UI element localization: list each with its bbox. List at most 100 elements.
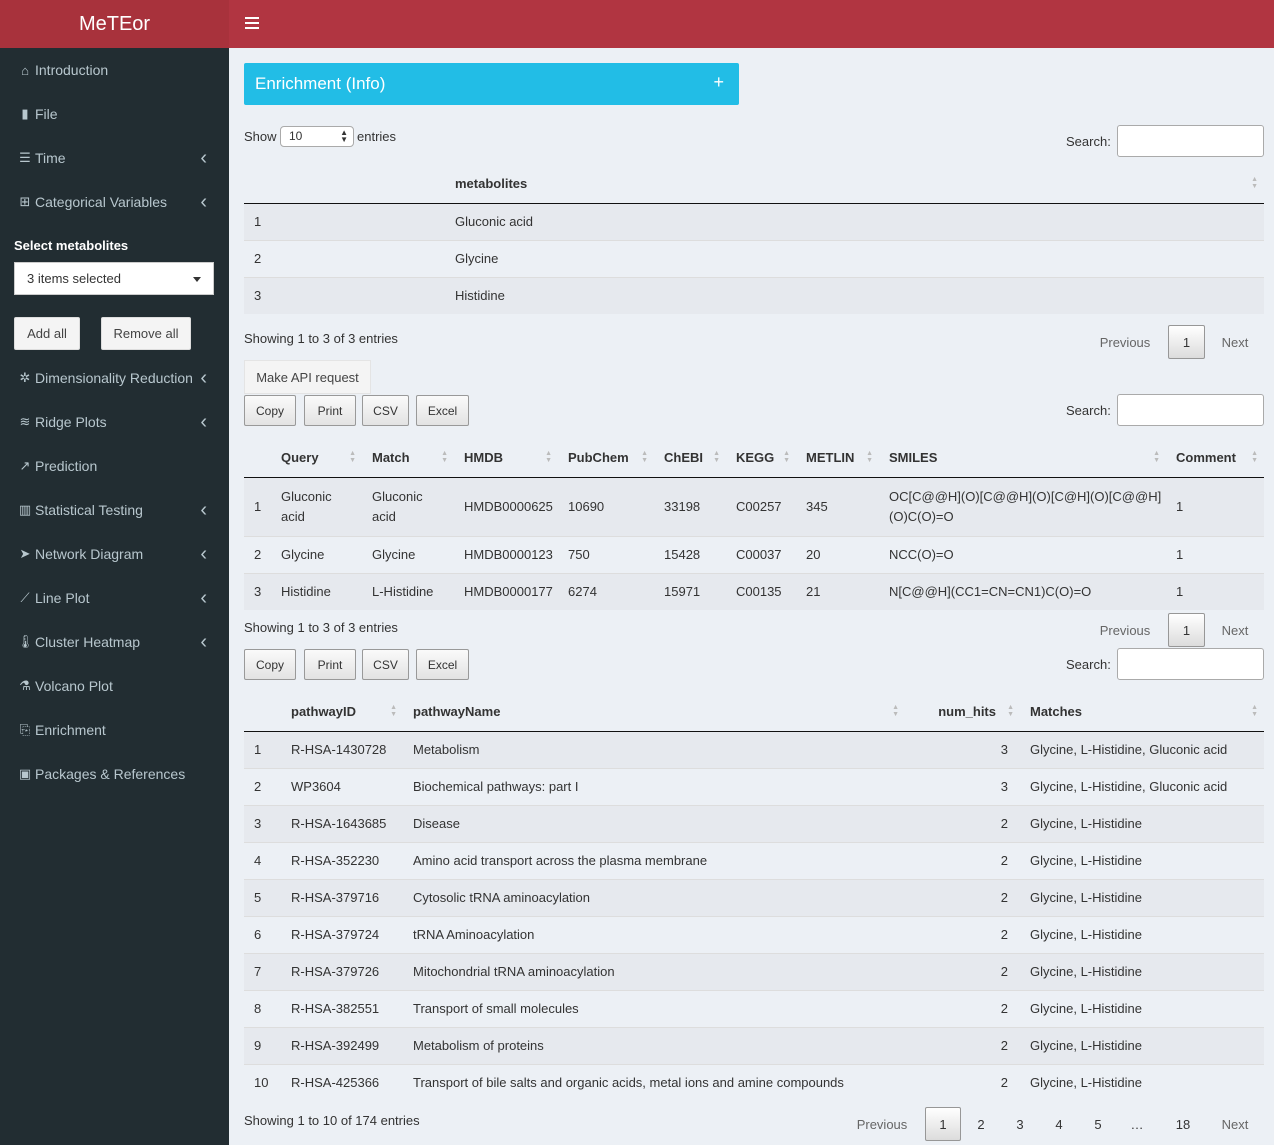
table3-page-1[interactable]: 1 <box>925 1107 961 1141</box>
table-row[interactable]: 9 R-HSA-392499 Metabolism of proteins 2 Glyc… <box>244 1026 1264 1064</box>
table2-csv-button[interactable]: CSV <box>362 395 409 426</box>
entries-length-select[interactable]: 10 ▲ ▼ <box>280 126 354 147</box>
table2-excel-button[interactable]: Excel <box>416 395 469 426</box>
table-row[interactable]: 2 WP3604 Biochemical pathways: part I 3 Glyc… <box>244 767 1264 805</box>
table2-next-button[interactable]: Next <box>1221 622 1249 638</box>
table3-header-num-hits[interactable]: num_hits ▲ ▼ <box>905 692 1020 732</box>
hamburger-menu-icon[interactable] <box>245 17 259 29</box>
table2-print-button[interactable]: Print <box>304 395 356 426</box>
pathway-name-cell: Metabolism of proteins <box>403 1026 905 1064</box>
header-label: HMDB <box>464 449 503 465</box>
table-row[interactable]: 3 Histidine L-Histidine HMDB0000177 6274 1597… <box>244 572 1264 610</box>
table3-page-18[interactable]: 18 <box>1175 1116 1191 1132</box>
sidebar-item-volcano-plot[interactable]: ⚗ Volcano Plot <box>0 664 229 708</box>
pathway-name-cell: tRNA Aminoacylation <box>403 915 905 953</box>
table-row[interactable]: 4 R-HSA-352230 Amino acid transport across… <box>244 841 1264 879</box>
remove-all-button[interactable]: Remove all <box>101 317 191 350</box>
table3-page-4[interactable]: 4 <box>1055 1116 1063 1132</box>
table3-header-pathwayname[interactable]: pathwayName ▲ ▼ <box>403 692 905 732</box>
sidebar-item-enrichment[interactable]: ⎘ Enrichment <box>0 708 229 752</box>
table1-previous-button[interactable]: Previous <box>1099 334 1151 350</box>
table2-header-metlin[interactable]: METLIN ▲ ▼ <box>796 438 879 478</box>
table-row[interactable]: 8 R-HSA-382551 Transport of small molecule… <box>244 989 1264 1027</box>
app-brand[interactable]: MeTEor <box>0 0 229 48</box>
table2-header-match[interactable]: Match ▲ ▼ <box>362 438 454 478</box>
add-all-button[interactable]: Add all <box>14 317 80 350</box>
table1-page-1[interactable]: 1 <box>1168 325 1205 359</box>
table3-header-matches[interactable]: Matches ▲ ▼ <box>1020 692 1264 732</box>
sidebar-item-line-plot[interactable]: ⟋ Line Plot ‹ <box>0 576 229 620</box>
table3-excel-button[interactable]: Excel <box>416 649 469 680</box>
sidebar-item-file[interactable]: ▮ File <box>0 92 229 136</box>
sidebar-item-label: Statistical Testing <box>35 502 143 518</box>
table3-info: Showing 1 to 10 of 174 entries <box>244 1113 420 1128</box>
table-row[interactable]: 3 R-HSA-1643685 Disease 2 Glycine, L-Histidi… <box>244 804 1264 842</box>
sidebar-item-packages-references[interactable]: ▣ Packages & References <box>0 752 229 796</box>
table2-search-input[interactable] <box>1117 394 1264 426</box>
header-label: METLIN <box>806 449 855 465</box>
sidebar-item-statistical-testing[interactable]: ▥ Statistical Testing ‹ <box>0 488 229 532</box>
table-row[interactable]: 2 Glycine Glycine HMDB0000123 750 15428 C00037… <box>244 535 1264 573</box>
table1-header-metabolites[interactable]: metabolites ▲ ▼ <box>455 164 1264 204</box>
sidebar-item-time[interactable]: ☰ Time ‹ <box>0 136 229 180</box>
table-row[interactable]: 1 Gluconic acid Gluconic acid HMDB0000625 1069… <box>244 476 1264 536</box>
pathway-name-cell: Mitochondrial tRNA aminoacylation <box>403 952 905 990</box>
sidebar-item-network-diagram[interactable]: ➤ Network Diagram ‹ <box>0 532 229 576</box>
table2-header-kegg[interactable]: KEGG ▲ ▼ <box>726 438 796 478</box>
table3-search-input[interactable] <box>1117 648 1264 680</box>
table3-copy-button[interactable]: Copy <box>244 649 296 680</box>
sidebar-item-ridge-plots[interactable]: ≋ Ridge Plots ‹ <box>0 400 229 444</box>
table3-page-5[interactable]: 5 <box>1094 1116 1102 1132</box>
table-row[interactable]: 5 R-HSA-379716 Cytosolic tRNA aminoacylati… <box>244 878 1264 916</box>
expand-plus-icon[interactable]: + <box>713 72 724 92</box>
pathway-name-cell: Transport of bile salts and organic acid… <box>403 1063 905 1101</box>
comment-cell: 1 <box>1166 572 1264 610</box>
select-metabolites-label: Select metabolites <box>14 238 129 253</box>
matches-cell: Glycine, L-Histidine <box>1020 952 1264 990</box>
table2-copy-button[interactable]: Copy <box>244 395 296 426</box>
pathway-id-cell: R-HSA-379724 <box>281 915 403 953</box>
metlin-cell: 21 <box>796 572 879 610</box>
table1-next-button[interactable]: Next <box>1221 334 1249 350</box>
table2-header-smiles[interactable]: SMILES ▲ ▼ <box>879 438 1166 478</box>
query-cell-line: Histidine <box>281 583 331 599</box>
table1-search-input[interactable] <box>1117 125 1264 157</box>
sidebar-item-categorical-variables[interactable]: ⊞ Categorical Variables ‹ <box>0 180 229 224</box>
table-row[interactable]: 7 R-HSA-379726 Mitochondrial tRNA aminoacy… <box>244 952 1264 990</box>
enrichment-info-box[interactable]: Enrichment (Info) + <box>244 63 739 105</box>
table2-header-comment[interactable]: Comment ▲ ▼ <box>1166 438 1264 478</box>
sidebar-item-introduction[interactable]: ⌂ Introduction <box>0 48 229 92</box>
table2-previous-button[interactable]: Previous <box>1099 622 1151 638</box>
table3-print-button[interactable]: Print <box>304 649 356 680</box>
table3-previous-button[interactable]: Previous <box>856 1116 908 1132</box>
header-label: PubChem <box>568 449 629 465</box>
make-api-request-button[interactable]: Make API request <box>244 360 371 394</box>
table-row[interactable]: 10 R-HSA-425366 Transport of bile salts an… <box>244 1063 1264 1101</box>
select-metabolites-dropdown[interactable]: 3 items selected <box>14 262 214 295</box>
table3-header-pathwayid[interactable]: pathwayID ▲ ▼ <box>281 692 403 732</box>
table3-page-2[interactable]: 2 <box>977 1116 985 1132</box>
table-row[interactable]: 3 Histidine <box>244 276 1264 314</box>
table-row[interactable]: 1 R-HSA-1430728 Metabolism 3 Glycine, L-Hist… <box>244 730 1264 768</box>
smiles-cell-line: (O)C(O)=O <box>889 508 954 524</box>
sidebar-item-label: Introduction <box>35 62 109 78</box>
sidebar-item-dimensionality-reduction[interactable]: ✲ Dimensionality Reduction ‹ <box>0 356 229 400</box>
table2-header-chebi[interactable]: ChEBI ▲ ▼ <box>654 438 726 478</box>
table-row[interactable]: 1 Gluconic acid <box>244 202 1264 240</box>
match-cell: L-Histidine <box>362 572 454 610</box>
sidebar-item-prediction[interactable]: ↗ Prediction <box>0 444 229 488</box>
chevron-left-icon: ‹ <box>200 542 207 565</box>
table3-page-3[interactable]: 3 <box>1016 1116 1024 1132</box>
num-hits-cell: 2 <box>905 841 1020 879</box>
table3-next-button[interactable]: Next <box>1221 1116 1249 1132</box>
table2-header-query[interactable]: Query ▲ ▼ <box>271 438 362 478</box>
table2-header-pubchem[interactable]: PubChem ▲ ▼ <box>558 438 654 478</box>
table-row[interactable]: 2 Glycine <box>244 239 1264 277</box>
sidebar-item-cluster-heatmap[interactable]: 🌡 Cluster Heatmap ‹ <box>0 620 229 664</box>
table2-page-1[interactable]: 1 <box>1168 613 1205 647</box>
table-row[interactable]: 6 R-HSA-379724 tRNA Aminoacylation 2 Glycine… <box>244 915 1264 953</box>
sort-icon: ▲ ▼ <box>1007 704 1014 719</box>
table2-header-hmdb[interactable]: HMDB ▲ ▼ <box>454 438 558 478</box>
row-index: 2 <box>244 535 271 573</box>
table3-csv-button[interactable]: CSV <box>362 649 409 680</box>
